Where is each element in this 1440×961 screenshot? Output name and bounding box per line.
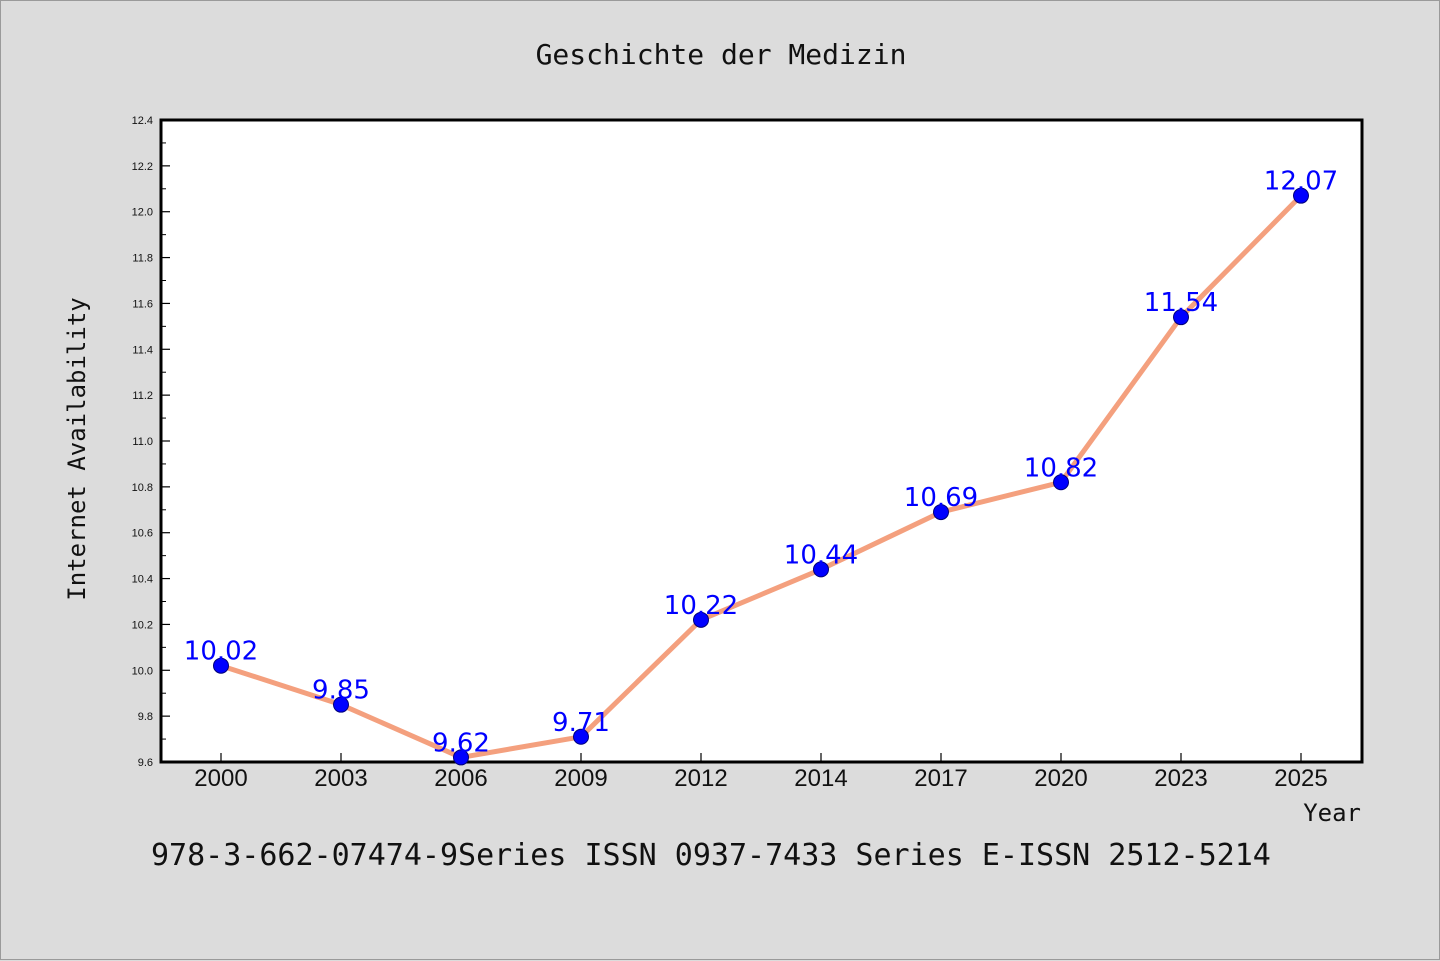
y-tick-label: 11.8 [132,253,153,265]
data-point-marker [213,657,229,674]
data-point-marker [813,561,829,578]
data-point-marker [933,504,949,521]
series-line-group [213,187,1309,766]
x-tick-label: 2009 [554,765,607,792]
data-label: 10.82 [1024,453,1098,483]
y-tick-label: 11.4 [132,344,153,356]
data-point-marker [1173,309,1189,326]
x-tick-label: 2020 [1034,765,1087,792]
data-label: 9.85 [312,676,370,706]
data-point-marker [453,749,469,766]
y-tick-label: 10.2 [132,619,153,631]
x-axis: 2000 2003 2006 2009 2012 2014 2017 2020 2023 2025 [194,753,1328,792]
data-point-marker [693,611,709,628]
x-tick-label: 2006 [434,765,487,792]
series-line [218,193,1304,760]
y-tick-label: 12.0 [132,207,153,219]
data-label-group: 10.02 9.85 9.62 9.71 10.22 10.44 10.69 10.82 11.… [184,167,1338,759]
x-tick-label: 2023 [1154,765,1207,792]
x-tick-label: 2017 [914,765,967,792]
data-label: 10.02 [184,637,258,667]
plot-area [159,118,1364,764]
data-label: 12.07 [1264,167,1338,197]
x-tick-label: 2012 [674,765,727,792]
isbn-issn-footer: 978-3-662-07474-9Series ISSN 0937-7433 S… [151,838,1271,873]
y-tick-label: 10.0 [132,665,153,677]
y-tick-label: 12.2 [132,161,153,173]
y-tick-label: 9.6 [138,757,153,769]
data-point-marker [333,696,349,713]
y-tick-label: 10.8 [132,482,153,494]
x-tick-label: 2003 [314,765,367,792]
y-tick-label: 10.6 [132,528,153,540]
y-tick-label: 11.2 [132,390,153,402]
data-label: 9.62 [432,728,490,758]
x-axis-label: Year [1303,799,1361,827]
data-label: 10.44 [784,540,858,570]
data-label: 10.69 [904,483,978,513]
y-axis: 9.6 9.8 10.0 10.2 10.4 10.6 10.8 11.0 11.2 11.4 11… [132,115,170,769]
y-tick-label: 9.8 [138,711,153,723]
y-tick-label: 12.4 [132,115,153,127]
x-tick-label: 2014 [794,765,847,792]
data-label: 9.71 [552,708,610,738]
chart-title: Geschichte der Medizin [536,38,907,71]
y-tick-label: 10.4 [132,574,153,586]
x-tick-label: 2000 [194,765,247,792]
y-tick-label: 11.0 [132,436,153,448]
y-tick-label: 11.6 [132,298,153,310]
y-axis-label: Internet Availability [63,297,91,600]
data-point-marker [1293,187,1309,204]
data-label: 11.54 [1144,288,1218,318]
data-point-marker [1053,474,1069,491]
x-tick-label: 2025 [1274,765,1327,792]
data-label: 10.22 [664,591,738,621]
data-point-marker [573,728,589,745]
